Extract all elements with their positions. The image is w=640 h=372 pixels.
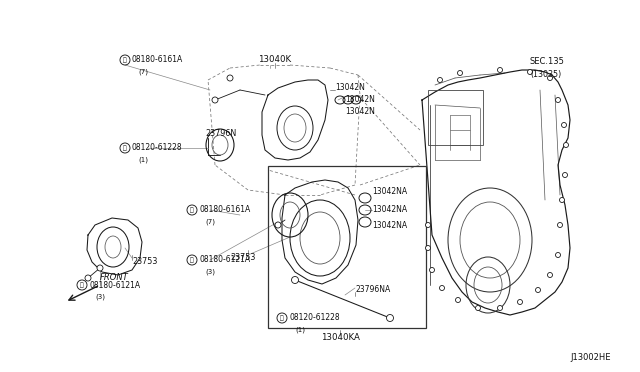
Circle shape [547, 76, 552, 80]
Text: 13042N: 13042N [335, 83, 365, 93]
Text: 13042N: 13042N [345, 96, 375, 105]
Circle shape [556, 253, 561, 257]
Text: 23796NA: 23796NA [355, 285, 390, 295]
Text: 13040K: 13040K [258, 55, 291, 64]
Text: Ⓑ: Ⓑ [80, 282, 84, 288]
Circle shape [547, 273, 552, 278]
Circle shape [291, 276, 298, 283]
Text: J13002HE: J13002HE [570, 353, 611, 362]
Circle shape [497, 305, 502, 311]
Circle shape [275, 222, 281, 228]
Text: 08120-61228: 08120-61228 [290, 314, 340, 323]
Text: Ⓑ: Ⓑ [123, 57, 127, 63]
Circle shape [559, 198, 564, 202]
Circle shape [563, 142, 568, 148]
Text: 23796N: 23796N [205, 128, 236, 138]
Text: Ⓑ: Ⓑ [190, 207, 194, 213]
Text: (13035): (13035) [530, 70, 561, 78]
Circle shape [458, 71, 463, 76]
Text: (3): (3) [95, 294, 105, 300]
Circle shape [429, 267, 435, 273]
Text: 13042N: 13042N [345, 108, 375, 116]
Circle shape [561, 122, 566, 128]
Circle shape [97, 265, 103, 271]
Text: 23753: 23753 [230, 253, 255, 263]
Circle shape [440, 285, 445, 291]
Text: (1): (1) [295, 327, 305, 333]
Text: (7): (7) [205, 219, 215, 225]
Circle shape [438, 77, 442, 83]
Text: 13040KA: 13040KA [321, 334, 360, 343]
Text: SEC.135: SEC.135 [530, 58, 565, 67]
Circle shape [426, 246, 431, 250]
Circle shape [536, 288, 541, 292]
Text: 08120-61228: 08120-61228 [132, 144, 182, 153]
Circle shape [527, 70, 532, 74]
Text: 13042NA: 13042NA [372, 187, 407, 196]
Text: (1): (1) [138, 157, 148, 163]
Text: 23753: 23753 [132, 257, 157, 266]
Circle shape [227, 75, 233, 81]
Circle shape [556, 97, 561, 103]
Text: Ⓑ: Ⓑ [123, 145, 127, 151]
Circle shape [557, 222, 563, 228]
Circle shape [387, 314, 394, 321]
Circle shape [212, 97, 218, 103]
Circle shape [518, 299, 522, 305]
Text: (7): (7) [138, 69, 148, 75]
Text: FRONT: FRONT [100, 273, 129, 282]
Circle shape [497, 67, 502, 73]
Text: Ⓑ: Ⓑ [280, 315, 284, 321]
Text: 13042NA: 13042NA [372, 205, 407, 215]
Circle shape [456, 298, 461, 302]
Text: 08180-6121A: 08180-6121A [200, 256, 251, 264]
Text: 08180-6161A: 08180-6161A [132, 55, 183, 64]
Text: (3): (3) [205, 269, 215, 275]
Text: 08180-6121A: 08180-6121A [89, 280, 140, 289]
Circle shape [85, 275, 91, 281]
Text: 13042NA: 13042NA [372, 221, 407, 230]
Text: 08180-6161A: 08180-6161A [200, 205, 252, 215]
Circle shape [426, 222, 431, 228]
Text: Ⓑ: Ⓑ [190, 257, 194, 263]
Circle shape [563, 173, 568, 177]
Circle shape [476, 305, 481, 311]
